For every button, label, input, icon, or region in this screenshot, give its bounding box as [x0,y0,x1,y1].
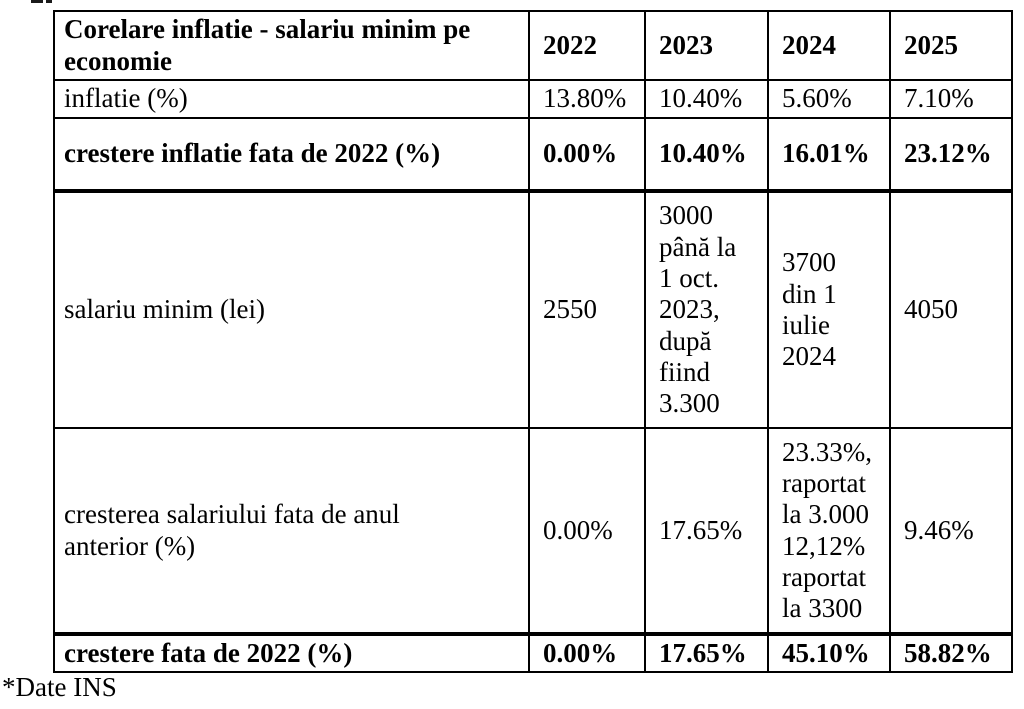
row-salariu-minim: salariu minim (lei) 2550 3000 până la 1 … [53,190,1013,429]
cell-inflatie-2024: 5.60% [767,79,891,119]
row-inflatie-label: inflatie (%) [53,79,530,119]
year-header-2024: 2024 [767,10,891,81]
cell-crestere-inflatie-2022: 0.00% [528,117,646,193]
cell-crestere-salariu-2025: 9.46% [889,427,1013,636]
cell-salariu-2025: 4050 [889,190,1013,429]
data-source-footnote: *Date INS [2,672,117,702]
cell-crestere-total-2025: 58.82% [889,632,1013,674]
cell-crestere-inflatie-2023: 10.40% [644,117,769,193]
clipped-text-remnant [31,0,43,3]
cell-salariu-2023: 3000 până la 1 oct. 2023, după fiind 3.3… [644,190,769,429]
row-crestere-fata-2022: crestere fata de 2022 (%) 0.00% 17.65% 4… [53,632,1013,674]
cell-inflatie-2023: 10.40% [644,79,769,119]
cell-crestere-total-2022: 0.00% [528,632,646,674]
row-crestere-salariu-anual: cresterea salariului fata de anul anteri… [53,427,1013,636]
cell-inflatie-2025: 7.10% [889,79,1013,119]
table-header-row: Corelare inflatie - salariu minim pe eco… [53,10,1013,81]
cell-inflatie-2022: 13.80% [528,79,646,119]
cell-crestere-salariu-2024: 23.33%, raportat la 3.000 12,12% raporta… [767,427,891,636]
cell-crestere-salariu-2023: 17.65% [644,427,769,636]
table-title-cell: Corelare inflatie - salariu minim pe eco… [53,10,530,81]
cell-crestere-total-2023: 17.65% [644,632,769,674]
inflation-salary-table: Corelare inflatie - salariu minim pe eco… [53,10,1013,674]
year-header-2023: 2023 [644,10,769,81]
cell-salariu-2024: 3700 din 1 iulie 2024 [767,190,891,429]
row-crestere-fata-2022-label: crestere fata de 2022 (%) [53,632,530,674]
cell-crestere-total-2024: 45.10% [767,632,891,674]
cell-crestere-inflatie-2024: 16.01% [767,117,891,193]
year-header-2022: 2022 [528,10,646,81]
row-crestere-salariu-anual-label: cresterea salariului fata de anul anteri… [53,427,530,636]
row-crestere-inflatie-label: crestere inflatie fata de 2022 (%) [53,117,530,193]
year-header-2025: 2025 [889,10,1013,81]
cell-crestere-salariu-2022: 0.00% [528,427,646,636]
cell-crestere-inflatie-2025: 23.12% [889,117,1013,193]
row-inflatie: inflatie (%) 13.80% 10.40% 5.60% 7.10% [53,79,1013,119]
clipped-text-remnant [46,0,52,3]
cell-salariu-2022: 2550 [528,190,646,429]
row-salariu-minim-label: salariu minim (lei) [53,190,530,429]
row-crestere-inflatie: crestere inflatie fata de 2022 (%) 0.00%… [53,117,1013,193]
